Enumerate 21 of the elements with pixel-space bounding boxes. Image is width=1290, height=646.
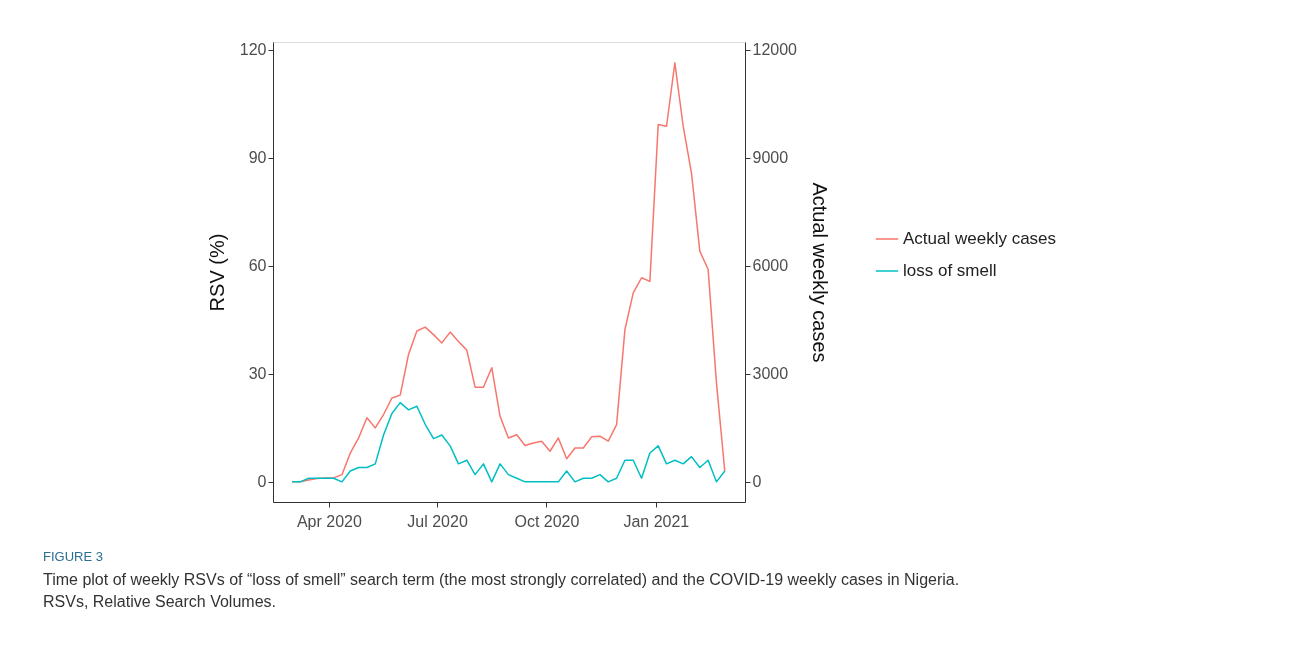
legend-label: loss of smell — [903, 261, 997, 280]
y2-tick-label: 0 — [752, 473, 762, 491]
y2-tick-label: 9000 — [752, 149, 789, 167]
y2-tick-label: 6000 — [752, 257, 789, 275]
x-tick-label: Jul 2020 — [407, 512, 468, 530]
y-tick-label: 0 — [257, 473, 267, 491]
y2-tick-label: 12000 — [752, 41, 798, 59]
text: Time plot of weekly RSVs of “loss of smell” search term (the most strongly correlated) and the COVID-19 weekly cases in Nigeria. RSVs, Relative Search Volumes. — [43, 571, 960, 610]
y-axis-title: RSV (%) — [205, 233, 228, 312]
y-tick-label: 90 — [248, 149, 267, 167]
y-tick-label: 30 — [248, 365, 267, 383]
x-tick-label: Jan 2021 — [623, 512, 690, 530]
caption: FIGURE 3 — [43, 549, 103, 564]
line-series — [291, 401, 726, 483]
y-tick-label: 60 — [248, 257, 267, 275]
x-tick-label: Oct 2020 — [514, 512, 580, 530]
y2-tick-label: 3000 — [752, 365, 789, 383]
x-tick-label: Apr 2020 — [296, 512, 362, 530]
legend-label: Actual weekly cases — [903, 229, 1057, 248]
y-tick-label: 120 — [239, 41, 267, 59]
y2-axis-title: Actual weekly cases — [808, 182, 831, 363]
